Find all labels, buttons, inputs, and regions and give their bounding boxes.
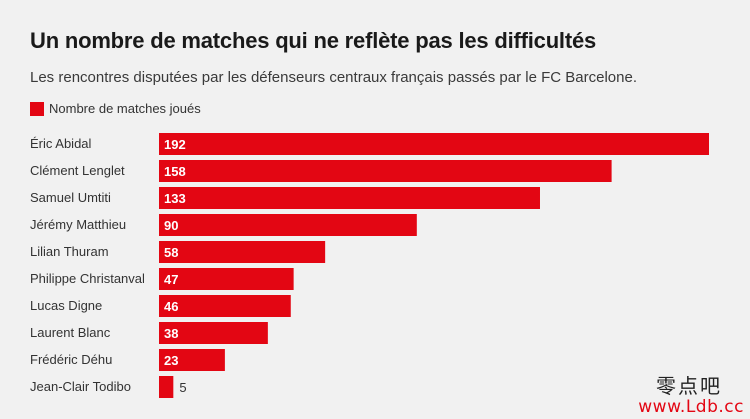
category-label-eric-abidal: Éric Abidal: [30, 136, 92, 151]
watermark-url: www.Ldb.cc: [638, 397, 744, 417]
value-label-laurent-blanc: 38: [164, 326, 178, 341]
bar-frederic-dehu: [159, 349, 225, 371]
bar-jeremy-matthieu: [159, 214, 417, 236]
category-label-lilian-thuram: Lilian Thuram: [30, 244, 109, 259]
category-label-lucas-digne: Lucas Digne: [30, 298, 102, 313]
bar-laurent-blanc: [159, 322, 268, 344]
value-label-lucas-digne: 46: [164, 299, 178, 314]
value-label-lilian-thuram: 58: [164, 245, 178, 260]
chart-legend: Nombre de matches joués: [30, 101, 201, 116]
value-label-philippe-christanval: 47: [164, 272, 178, 287]
category-label-laurent-blanc: Laurent Blanc: [30, 325, 111, 340]
value-label-eric-abidal: 192: [164, 137, 186, 152]
chart-subtitle: Les rencontres disputées par les défense…: [30, 69, 637, 86]
watermark-chinese: 零点吧: [656, 374, 722, 398]
bar-eric-abidal: [159, 133, 709, 155]
bar-lilian-thuram: [159, 241, 326, 263]
bar-jean-clair-todibo: [159, 376, 174, 398]
bar-samuel-umtiti: [159, 187, 540, 209]
bar-philippe-christanval: [159, 268, 294, 290]
legend-label: Nombre de matches joués: [49, 101, 201, 116]
category-label-frederic-dehu: Frédéric Déhu: [30, 352, 112, 367]
category-label-samuel-umtiti: Samuel Umtiti: [30, 190, 111, 205]
category-label-clement-lenglet: Clément Lenglet: [30, 163, 125, 178]
value-label-jeremy-matthieu: 90: [164, 218, 178, 233]
category-label-jean-clair-todibo: Jean-Clair Todibo: [30, 379, 131, 394]
value-label-samuel-umtiti: 133: [164, 191, 186, 206]
category-label-philippe-christanval: Philippe Christanval: [30, 271, 145, 286]
chart-title: Un nombre de matches qui ne reflète pas …: [30, 28, 597, 53]
category-label-jeremy-matthieu: Jérémy Matthieu: [30, 217, 126, 232]
legend-swatch: [30, 101, 44, 116]
value-label-frederic-dehu: 23: [164, 353, 178, 368]
value-label-clement-lenglet: 158: [164, 164, 186, 179]
bar-clement-lenglet: [159, 160, 612, 182]
value-label-jean-clair-todibo: 5: [179, 380, 186, 395]
bar-lucas-digne: [159, 295, 291, 317]
